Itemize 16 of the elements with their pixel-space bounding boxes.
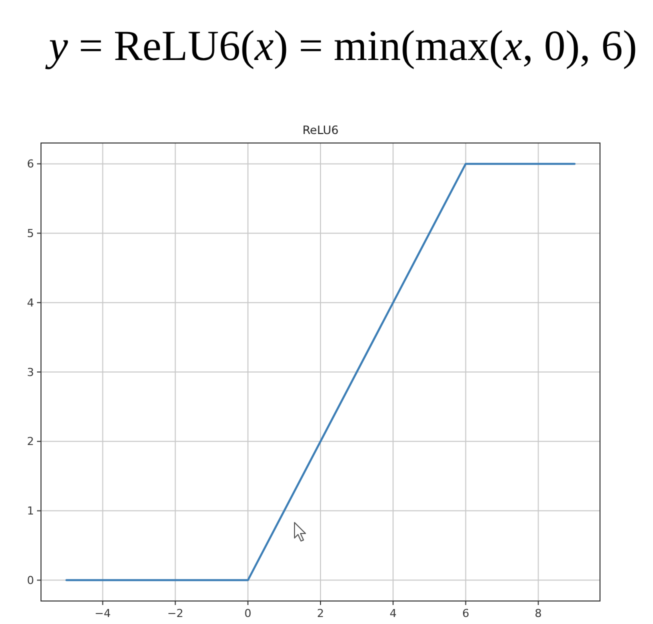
y-tick-label: 3 [27, 366, 34, 379]
x-tick-label: 2 [317, 607, 324, 620]
y-tick-label: 0 [27, 574, 34, 588]
x-tick-label: −2 [167, 607, 184, 620]
y-tick-label: 1 [27, 504, 34, 518]
y-tick-label: 2 [27, 435, 34, 448]
x-tick-label: 6 [462, 607, 470, 620]
x-tick-label: 8 [534, 607, 542, 620]
x-tick-label: −4 [94, 607, 111, 620]
y-tick-label: 6 [27, 158, 34, 171]
x-tick-label: 0 [244, 607, 252, 620]
x-tick-label: 4 [390, 607, 397, 620]
chart-subtitle: ReLU6 [302, 123, 339, 137]
y-tick-label: 4 [27, 296, 34, 310]
chart-title: y = ReLU6(x) = min(max(x, 0), 6) [44, 23, 638, 70]
y-tick-label: 5 [27, 227, 34, 240]
